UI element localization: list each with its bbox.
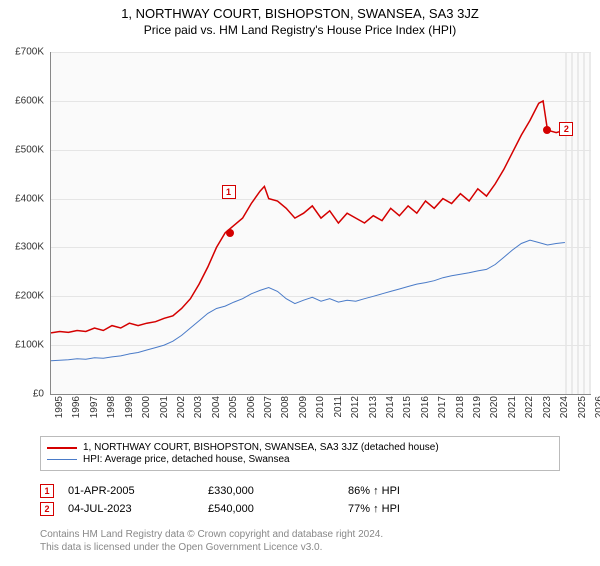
x-axis-label: 2011 — [333, 396, 344, 426]
x-axis-label: 1996 — [71, 396, 82, 426]
x-axis-label: 2019 — [472, 396, 483, 426]
x-axis-label: 1998 — [106, 396, 117, 426]
legend-swatch — [47, 447, 77, 449]
y-axis-label: £100K — [15, 340, 44, 351]
y-axis-label: £0 — [33, 389, 44, 400]
callout-id-box: 2 — [40, 502, 54, 516]
marker-dot-1 — [226, 229, 234, 237]
callout-date: 01-APR-2005 — [68, 485, 208, 497]
x-axis-label: 2018 — [455, 396, 466, 426]
legend-label: 1, NORTHWAY COURT, BISHOPSTON, SWANSEA, … — [83, 442, 439, 453]
callout-pct: 77% ↑ HPI — [348, 503, 488, 515]
footnote-line: This data is licensed under the Open Gov… — [40, 541, 383, 554]
x-axis-label: 2000 — [141, 396, 152, 426]
callout-table: 1 01-APR-2005£330,00086% ↑ HPI 2 04-JUL-202… — [40, 480, 560, 520]
x-axis-label: 2017 — [437, 396, 448, 426]
x-axis-label: 2012 — [350, 396, 361, 426]
callout-row: 2 04-JUL-2023£540,00077% ↑ HPI — [40, 502, 560, 516]
y-axis-label: £300K — [15, 242, 44, 253]
x-axis-label: 2015 — [402, 396, 413, 426]
x-axis-label: 2021 — [507, 396, 518, 426]
legend-row: HPI: Average price, detached house, Swan… — [47, 454, 553, 465]
marker-box-2: 2 — [559, 122, 573, 136]
x-axis-label: 2009 — [298, 396, 309, 426]
x-axis-label: 2007 — [263, 396, 274, 426]
x-axis-label: 2002 — [176, 396, 187, 426]
x-axis-label: 2020 — [489, 396, 500, 426]
x-axis-label: 2010 — [315, 396, 326, 426]
callout-pct: 86% ↑ HPI — [348, 485, 488, 497]
x-axis-label: 2016 — [420, 396, 431, 426]
x-axis-label: 2008 — [280, 396, 291, 426]
x-axis-label: 2004 — [211, 396, 222, 426]
legend: 1, NORTHWAY COURT, BISHOPSTON, SWANSEA, … — [40, 436, 560, 471]
x-axis-label: 1999 — [124, 396, 135, 426]
chart-container: 1, NORTHWAY COURT, BISHOPSTON, SWANSEA, … — [0, 6, 600, 566]
marker-dot-2 — [543, 126, 551, 134]
x-axis-label: 2005 — [228, 396, 239, 426]
legend-label: HPI: Average price, detached house, Swan… — [83, 454, 290, 465]
x-axis-label: 2013 — [368, 396, 379, 426]
line-series-svg — [51, 52, 591, 394]
x-axis-label: 2014 — [385, 396, 396, 426]
x-axis-label: 1995 — [54, 396, 65, 426]
x-axis-label: 2024 — [559, 396, 570, 426]
y-axis-label: £400K — [15, 193, 44, 204]
callout-price: £540,000 — [208, 503, 348, 515]
callout-price: £330,000 — [208, 485, 348, 497]
x-axis-label: 2022 — [524, 396, 535, 426]
x-axis-label: 2003 — [193, 396, 204, 426]
marker-box-1: 1 — [222, 185, 236, 199]
x-axis-label: 2025 — [577, 396, 588, 426]
footnote: Contains HM Land Registry data © Crown c… — [40, 528, 383, 554]
y-axis-label: £700K — [15, 47, 44, 58]
callout-id-box: 1 — [40, 484, 54, 498]
y-axis-label: £600K — [15, 95, 44, 106]
legend-swatch — [47, 459, 77, 460]
callout-row: 1 01-APR-2005£330,00086% ↑ HPI — [40, 484, 560, 498]
callout-date: 04-JUL-2023 — [68, 503, 208, 515]
chart-title: 1, NORTHWAY COURT, BISHOPSTON, SWANSEA, … — [0, 6, 600, 21]
y-axis-label: £500K — [15, 144, 44, 155]
legend-row: 1, NORTHWAY COURT, BISHOPSTON, SWANSEA, … — [47, 442, 553, 453]
y-axis-label: £200K — [15, 291, 44, 302]
plot-area: 12 — [50, 52, 591, 395]
x-axis-label: 2001 — [159, 396, 170, 426]
series-property — [51, 101, 565, 333]
x-axis-label: 2006 — [246, 396, 257, 426]
footnote-line: Contains HM Land Registry data © Crown c… — [40, 528, 383, 541]
chart-subtitle: Price paid vs. HM Land Registry's House … — [0, 23, 600, 37]
series-hpi — [51, 240, 565, 361]
x-axis-label: 2026 — [594, 396, 600, 426]
x-axis-label: 2023 — [542, 396, 553, 426]
x-axis-label: 1997 — [89, 396, 100, 426]
